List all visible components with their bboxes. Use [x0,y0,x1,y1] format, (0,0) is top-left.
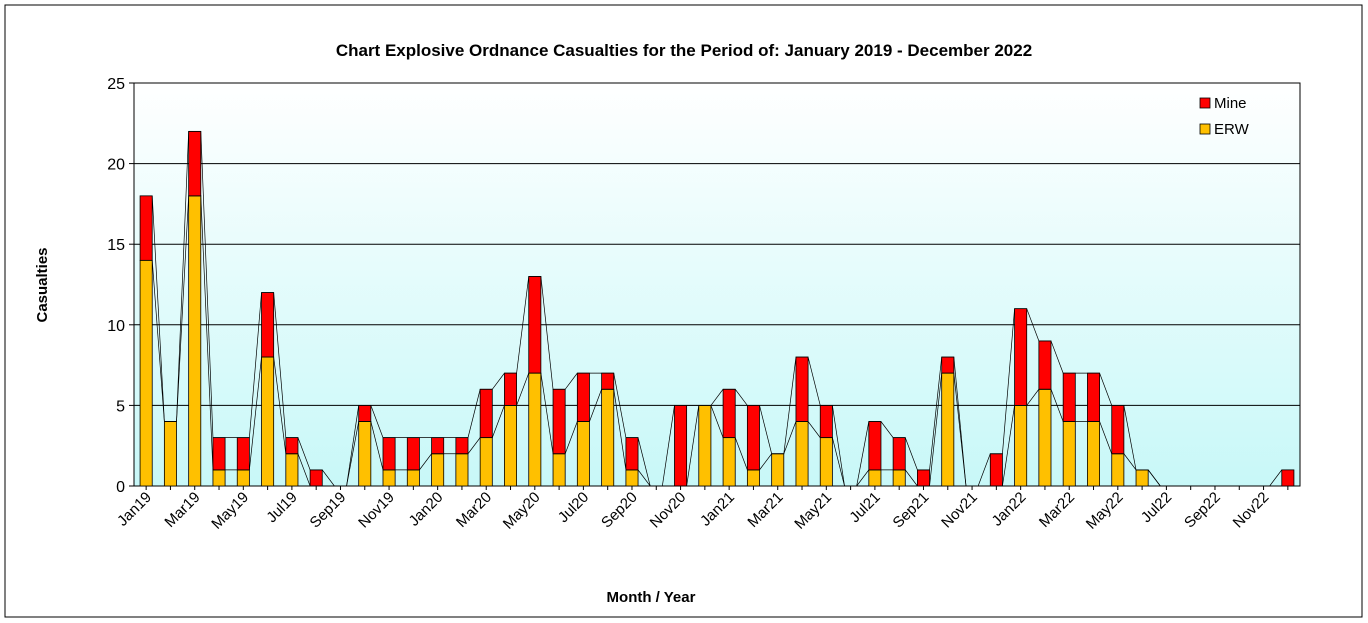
bar-segment [504,372,517,406]
bar-segment [868,469,882,487]
bar-segment [892,469,906,487]
bar-segment [309,469,323,487]
bar-segment [1281,469,1295,487]
bar-segment [795,421,809,487]
bar-segment [1087,372,1100,422]
bar-segment [625,469,639,487]
bar-segment [382,437,396,471]
bar-segment [1111,404,1125,455]
bar-segment [261,356,275,487]
legend-swatch [1199,123,1211,135]
bar-segment [1038,388,1052,487]
bar-segment [382,469,396,487]
bar-segment [504,404,517,487]
legend-label: Mine [1214,95,1247,112]
legend-label: ERW [1214,121,1250,138]
bar-segment [989,453,1003,487]
bar-segment [1087,421,1100,487]
bar-segment [479,388,493,439]
bar-segment [431,453,445,487]
bar-segment [139,195,153,261]
series-line [151,131,1283,487]
bar-segment [576,372,590,422]
bar-segment [285,437,299,455]
bar-segment [455,437,469,455]
bar-segment [261,292,275,358]
bar-segment [236,437,250,471]
y-tick-label: 25 [107,76,125,93]
chart-title: Chart Explosive Ordnance Casualties for … [336,41,1032,60]
bar-segment [868,421,882,471]
bar-segment [188,130,202,197]
bar-segment [188,195,202,487]
y-tick-label: 0 [116,479,125,496]
bar-segment [552,453,566,487]
bar-segment [1111,453,1125,487]
bar-segment [746,469,760,487]
bar-segment [674,404,688,487]
bar-segment [163,421,177,487]
bar-segment [1014,308,1028,406]
bar-segment [576,421,590,487]
bar-segment [722,437,736,487]
bar-segment [479,437,493,487]
bar-segment [722,388,736,439]
bar-segment [358,421,372,487]
bar-segment [552,388,566,455]
bar-segment [431,437,445,455]
bar-segment [1038,340,1052,390]
bar-segment [285,453,299,487]
bar-segment [819,404,833,439]
bar-segment [528,276,542,374]
bar-segment [771,453,785,487]
bar-segment [358,404,372,422]
y-tick-label: 10 [107,318,125,335]
x-axis-label: Month / Year [607,589,696,606]
bar-segment [795,356,809,422]
bar-segment [819,437,833,487]
bar-segment [1062,421,1076,487]
bar-segment [236,469,250,487]
y-tick-label: 15 [107,237,125,254]
plot-area [133,82,1301,487]
bar-segment [941,372,955,487]
bar-segment [892,437,906,471]
y-tick-label: 5 [116,398,125,415]
y-tick-label: 20 [107,157,125,174]
bar-segment [746,404,760,471]
bar-segment [528,372,542,487]
bar-segment [1014,404,1028,487]
bar-segment [212,437,226,471]
bar-segment [941,356,955,374]
y-axis-label: Casualties [34,247,51,322]
bar-segment [625,437,639,471]
legend-swatch [1199,97,1211,109]
bar-segment [406,469,420,487]
bar-segment [139,259,153,487]
bar-segment [406,437,420,471]
bar-segment [698,404,712,487]
bar-segment [601,372,615,390]
bar-segment [455,453,469,487]
bar-segment [1062,372,1076,422]
bar-segment [1135,469,1149,487]
bar-segment [917,469,930,487]
bar-segment [212,469,226,487]
bar-segment [601,388,615,487]
